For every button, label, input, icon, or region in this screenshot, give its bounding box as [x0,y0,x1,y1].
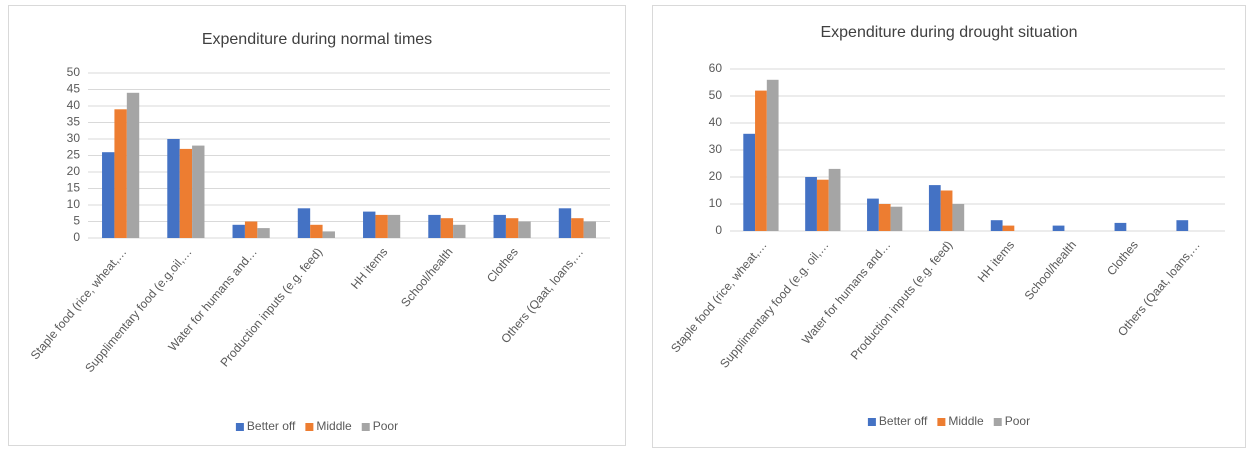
bar [244,221,258,238]
legend-swatch [993,418,1002,426]
legend-swatch [305,423,314,431]
y-tick-label: 25 [67,148,81,162]
bar [363,211,376,238]
bar [232,224,245,238]
bar [505,218,519,238]
chart-title: Expenditure during drought situation [820,24,1077,41]
chart-title: Expenditure during normal times [202,31,432,48]
bar [928,185,941,231]
legend-label: Poor [373,419,398,433]
bar [428,214,441,238]
bar [310,224,323,238]
y-tick-label: 45 [67,82,81,96]
bar [890,206,903,231]
bar [440,218,454,238]
bar [167,139,180,238]
y-tick-label: 0 [73,230,80,244]
bar [126,92,140,238]
legend-swatch [867,418,876,426]
y-tick-label: 10 [67,197,81,211]
bar [571,218,584,238]
bar [828,168,841,231]
y-tick-label: 40 [67,98,81,112]
legend: Better off Middle Poor [867,414,1030,428]
y-tick-label: 10 [709,196,723,210]
bar [179,148,193,238]
y-tick-label: 35 [67,115,81,129]
bar [375,214,388,238]
bar [1114,222,1127,231]
y-tick-label: 30 [67,131,81,145]
chart-panel: Expenditure during drought situation 0 10 2… [652,5,1246,448]
legend: Better off Middle Poor [235,419,398,433]
bar [518,221,531,238]
y-tick-label: 20 [709,169,723,183]
legend-label: Middle [316,419,352,433]
y-tick-label: 50 [709,88,723,102]
bar [493,214,506,238]
bar [952,204,965,231]
chart-panel: Expenditure during normal times 0 5 10 15 20 2… [8,5,626,446]
bar [1176,220,1189,231]
bar [743,133,756,231]
bar [1002,225,1015,231]
bar [990,220,1003,231]
bar [387,214,401,238]
legend-label: Better off [879,414,928,428]
bar [102,152,115,238]
bar [558,208,572,238]
bar [583,221,596,238]
y-tick-label: 15 [67,181,81,195]
bar [755,90,767,231]
y-tick-label: 20 [67,164,81,178]
bar [297,208,311,238]
bar [1052,225,1065,231]
bar [114,109,127,238]
y-tick-label: 40 [709,115,723,129]
y-tick-label: 50 [67,65,81,79]
legend-label: Middle [948,414,984,428]
y-tick-label: 5 [73,214,80,228]
y-tick-label: 30 [709,142,723,156]
legend-label: Better off [247,419,296,433]
y-tick-label: 60 [709,61,723,75]
bar [816,179,829,231]
bar [766,79,779,231]
bar [878,204,891,231]
legend-label: Poor [1005,414,1030,428]
legend-swatch [361,423,370,431]
bar [867,198,879,231]
bar [322,231,335,238]
bar [257,228,270,238]
bar [805,177,817,231]
y-tick-label: 0 [715,223,722,237]
legend-swatch [235,423,244,431]
legend-swatch [937,418,946,426]
bar [192,145,205,238]
bar [453,224,466,238]
bar [940,190,953,231]
